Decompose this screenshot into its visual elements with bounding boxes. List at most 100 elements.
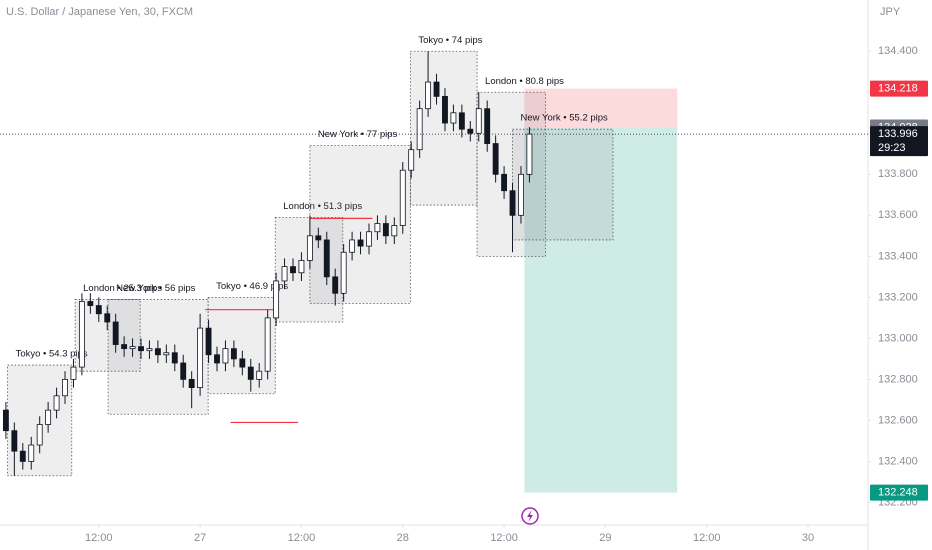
session-label: New York • 56 pips bbox=[116, 283, 196, 294]
session-label: Tokyo • 54.3 pips bbox=[16, 349, 88, 360]
session-label: Tokyo • 74 pips bbox=[418, 35, 482, 46]
session-label: London • 51.3 pips bbox=[283, 201, 362, 212]
candle-body bbox=[36, 424, 43, 446]
x-tick-label: 28 bbox=[397, 532, 409, 544]
candle-body bbox=[290, 266, 296, 274]
candle-body bbox=[509, 190, 516, 216]
y-tick-label: 133.400 bbox=[878, 250, 918, 262]
candle-body bbox=[70, 366, 77, 380]
candle-body bbox=[53, 395, 60, 411]
y-tick-label: 132.800 bbox=[878, 373, 918, 385]
candle-body bbox=[433, 81, 440, 97]
candle-body bbox=[492, 143, 499, 175]
session-label: New York • 55.2 pips bbox=[521, 113, 609, 124]
y-tick-label: 133.600 bbox=[878, 209, 918, 221]
y-tick-label: 133.200 bbox=[878, 291, 918, 303]
candle-body bbox=[467, 128, 474, 134]
candle-body bbox=[399, 169, 406, 226]
candle-body bbox=[138, 346, 144, 352]
candle-body bbox=[264, 317, 271, 372]
candle-body bbox=[87, 301, 94, 306]
candle-body bbox=[95, 305, 102, 315]
candle-body bbox=[332, 276, 339, 294]
x-tick-label: 12:00 bbox=[693, 532, 721, 544]
candle-body bbox=[19, 450, 26, 462]
candle-body bbox=[154, 348, 161, 356]
session-label: London • 25.3 pips bbox=[83, 283, 162, 294]
candle-body bbox=[239, 358, 246, 368]
candle-body bbox=[188, 378, 195, 388]
candle-body bbox=[129, 346, 136, 350]
y-tick-label: 133.000 bbox=[878, 332, 918, 344]
candle-body bbox=[121, 344, 128, 350]
candle-body bbox=[230, 348, 237, 360]
candle-body bbox=[180, 362, 187, 380]
candle-body bbox=[357, 239, 364, 247]
target-price-label: 132.248 bbox=[878, 487, 918, 499]
candle-body bbox=[518, 173, 524, 216]
candle-body bbox=[315, 235, 322, 241]
candle-body bbox=[484, 108, 491, 144]
x-tick-label: 12:00 bbox=[85, 532, 113, 544]
candle-body bbox=[416, 108, 423, 151]
y-tick-label: 134.400 bbox=[878, 45, 918, 57]
chart-title: U.S. Dollar / Japanese Yen, 30, FXCM bbox=[6, 6, 193, 18]
candle-body bbox=[171, 352, 178, 364]
candle-body bbox=[340, 251, 347, 294]
session-box bbox=[207, 296, 276, 395]
candle-body bbox=[374, 223, 381, 233]
candle-body bbox=[281, 266, 288, 282]
stop-price-label: 134.218 bbox=[878, 83, 918, 95]
target-zone bbox=[524, 127, 678, 493]
candle-body bbox=[205, 327, 212, 356]
candle-body bbox=[306, 235, 313, 261]
stop-zone bbox=[524, 88, 678, 128]
x-tick-label: 30 bbox=[802, 532, 814, 544]
target-price-label-bg bbox=[870, 484, 928, 501]
candle-body bbox=[475, 108, 482, 134]
candle-body bbox=[222, 348, 229, 364]
candle-body bbox=[458, 112, 465, 130]
candle-body bbox=[349, 239, 356, 253]
candle-body bbox=[104, 313, 111, 323]
session-label: New York • 77 pips bbox=[318, 129, 398, 140]
last-price-label-bg bbox=[870, 126, 928, 157]
candle-body bbox=[146, 348, 153, 352]
session-box bbox=[309, 145, 411, 304]
session-label: London • 80.8 pips bbox=[485, 76, 564, 87]
candle-body bbox=[78, 301, 85, 368]
y-tick-label: 133.800 bbox=[878, 168, 918, 180]
currency-label: JPY bbox=[880, 6, 901, 18]
y-tick-label: 132.400 bbox=[878, 455, 918, 467]
candle-body bbox=[163, 352, 170, 356]
session-label: Tokyo • 46.9 pips bbox=[216, 281, 288, 292]
candle-body bbox=[298, 260, 305, 274]
candle-body bbox=[501, 173, 508, 192]
candle-body bbox=[366, 231, 372, 247]
candle-body bbox=[425, 81, 432, 110]
candle-body bbox=[442, 95, 448, 124]
candle-body bbox=[526, 133, 533, 175]
x-tick-label: 12:00 bbox=[490, 532, 518, 544]
candle-body bbox=[28, 444, 35, 462]
candle-body bbox=[214, 354, 220, 364]
candle-body bbox=[112, 321, 119, 345]
candle-body bbox=[408, 149, 415, 171]
event-icon-bolt bbox=[527, 510, 533, 522]
stop-price-label-bg bbox=[870, 80, 928, 97]
x-tick-label: 29 bbox=[599, 532, 611, 544]
candle-body bbox=[273, 280, 280, 319]
candle-body bbox=[256, 370, 263, 380]
candle-body bbox=[45, 409, 52, 425]
candle-body bbox=[197, 327, 204, 388]
x-tick-label: 27 bbox=[194, 532, 206, 544]
candle-body bbox=[450, 112, 457, 124]
countdown: 29:23 bbox=[878, 142, 906, 154]
last-price-label: 133.996 bbox=[878, 128, 918, 140]
x-tick-label: 12:00 bbox=[288, 532, 316, 544]
y-tick-label: 132.600 bbox=[878, 414, 918, 426]
candle-body bbox=[11, 430, 18, 452]
candle-body bbox=[382, 223, 389, 237]
candle-body bbox=[62, 378, 68, 397]
